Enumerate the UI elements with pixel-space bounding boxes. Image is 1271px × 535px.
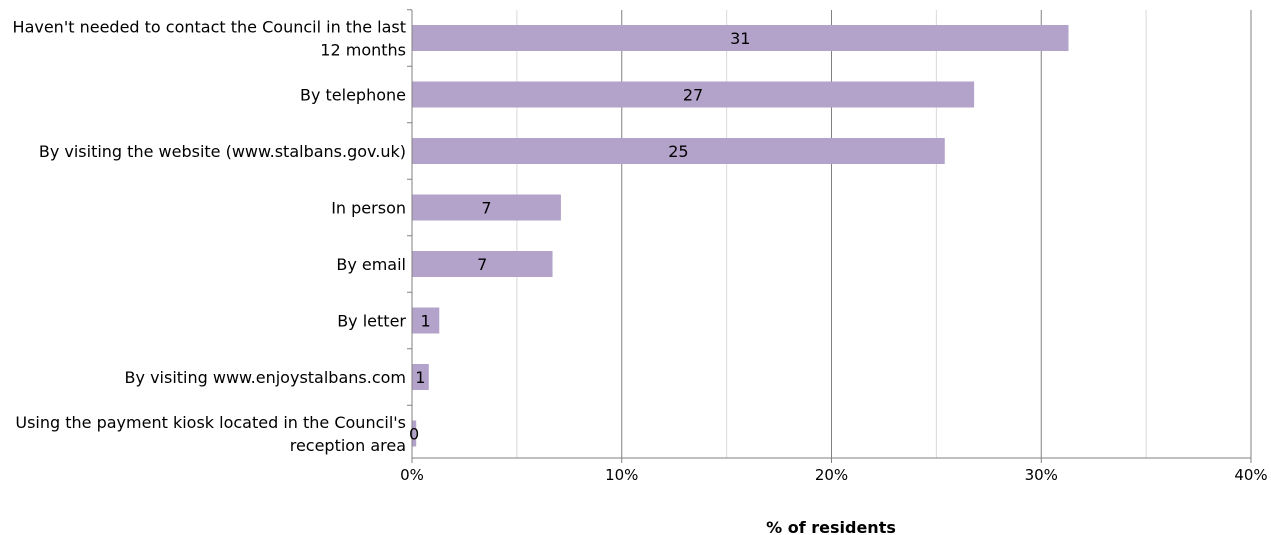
x-axis-title: % of residents: [766, 518, 896, 535]
bar-data-label: 25: [668, 142, 688, 161]
category-label-line: Haven't needed to contact the Council in…: [13, 18, 406, 37]
category-label: By letter: [337, 312, 406, 331]
category-label-line: By visiting the website (www.stalbans.go…: [39, 142, 406, 161]
category-label: Using the payment kiosk located in the C…: [15, 413, 406, 455]
category-label-line: By telephone: [300, 86, 406, 105]
bar: [412, 307, 440, 334]
category-label-line: In person: [331, 199, 406, 218]
labels: 31 27 25 7 7 1 1 0 0% 10% 20% 30% 40% Haven't needed …: [13, 18, 1268, 485]
bar-data-label: 7: [481, 199, 491, 218]
x-tick-label: 30%: [1025, 466, 1058, 484]
category-label: Haven't needed to contact the Council in…: [13, 18, 406, 60]
bar-data-label: 1: [421, 312, 431, 331]
category-label-line: 12 months: [320, 41, 406, 60]
x-tick-label: 10%: [605, 466, 638, 484]
category-label-line: Using the payment kiosk located in the C…: [15, 413, 406, 432]
category-label: By visiting the website (www.stalbans.go…: [39, 142, 406, 161]
category-label-line: By letter: [337, 312, 406, 331]
bar: [412, 420, 417, 447]
category-label-line: By visiting www.enjoystalbans.com: [125, 368, 406, 387]
bar-data-label: 7: [477, 255, 487, 274]
category-label: In person: [331, 199, 406, 218]
bar-data-label: 31: [730, 29, 750, 48]
axes: [407, 9, 1252, 463]
category-label-line: By email: [336, 255, 406, 274]
x-tick-label: 0%: [400, 466, 424, 484]
x-tick-label: 40%: [1234, 466, 1267, 484]
bar: [412, 364, 429, 390]
category-label: By visiting www.enjoystalbans.com: [125, 368, 406, 387]
bar-data-label: 27: [683, 86, 703, 105]
grid-lines: [516, 10, 1252, 458]
bar-data-label: 1: [415, 368, 425, 387]
category-label: By telephone: [300, 86, 406, 105]
bar: [412, 194, 561, 221]
bars: [412, 25, 1069, 447]
category-label-line: reception area: [290, 436, 406, 455]
bar: [412, 25, 1069, 51]
category-label: By email: [336, 255, 406, 274]
x-tick-label: 20%: [815, 466, 848, 484]
bar-data-label: 0: [409, 425, 419, 444]
bar: [412, 138, 945, 164]
bar: [412, 81, 975, 108]
bar: [412, 251, 553, 277]
